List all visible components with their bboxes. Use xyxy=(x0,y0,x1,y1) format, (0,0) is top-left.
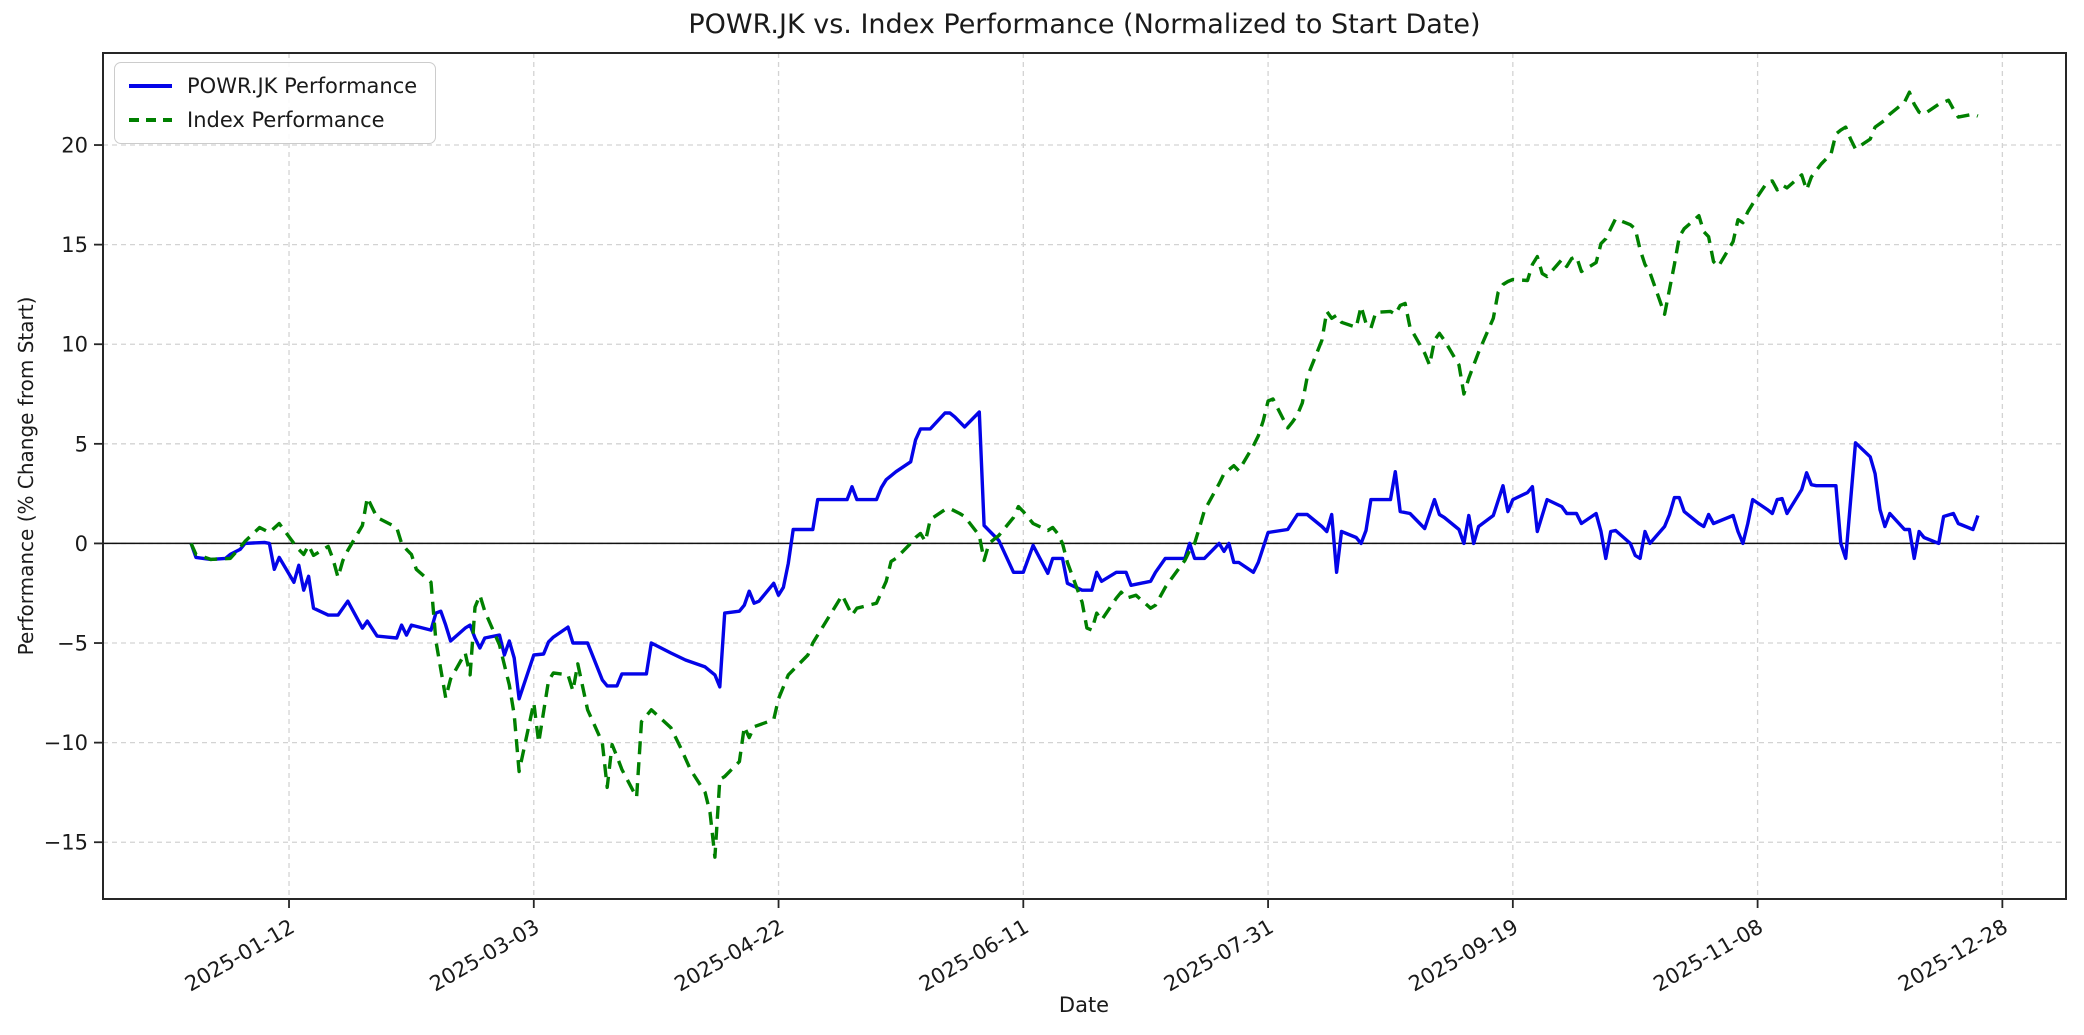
y-tick-label-6: 15 xyxy=(61,233,88,257)
y-tick-label-1: −10 xyxy=(44,731,88,755)
y-tick-label-3: 0 xyxy=(75,532,88,556)
x-tick-label-3: 2025-06-11 xyxy=(915,915,1033,997)
x-tick-label-1: 2025-03-03 xyxy=(426,915,544,997)
x-tick-label-4: 2025-07-31 xyxy=(1160,915,1278,997)
x-tick-label-6: 2025-11-08 xyxy=(1649,915,1767,997)
legend-item-powr-jk: POWR.JK Performance xyxy=(129,74,417,98)
legend: POWR.JK Performance Index Performance xyxy=(114,62,437,144)
legend-label: Index Performance xyxy=(187,108,385,132)
legend-line-sample-dashed xyxy=(129,118,172,122)
y-axis-title: Performance (% Change from Start) xyxy=(14,296,38,656)
x-axis-title: Date xyxy=(1058,993,1110,1017)
x-tick-label-5: 2025-09-19 xyxy=(1405,915,1523,997)
x-tick-label-7: 2025-12-28 xyxy=(1894,915,2012,997)
y-tick-label-7: 20 xyxy=(61,134,88,158)
chart-title: POWR.JK vs. Index Performance (Normalize… xyxy=(688,9,1481,40)
y-tick-label-2: −5 xyxy=(57,632,88,656)
x-tick-label-2: 2025-04-22 xyxy=(670,915,788,997)
y-tick-label-0: −15 xyxy=(44,831,88,855)
x-tick-label-0: 2025-01-12 xyxy=(181,915,299,997)
legend-label: POWR.JK Performance xyxy=(187,74,418,98)
plot-border xyxy=(102,52,2067,900)
y-tick-label-5: 10 xyxy=(61,333,88,357)
series-powr-jk xyxy=(189,410,1980,701)
legend-item-index: Index Performance xyxy=(129,108,417,132)
legend-line-sample-solid xyxy=(129,84,172,88)
series-index xyxy=(189,90,1979,859)
y-tick-label-4: 5 xyxy=(75,432,88,456)
